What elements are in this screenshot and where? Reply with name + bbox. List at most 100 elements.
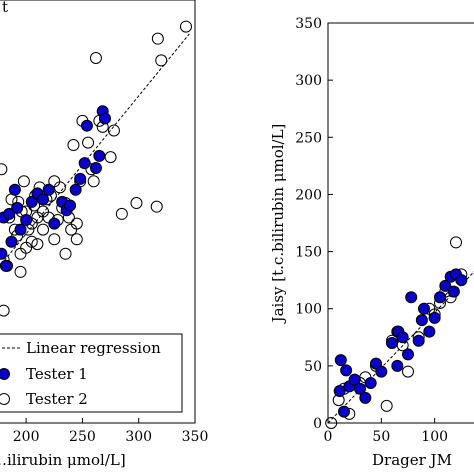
tester-1-point — [48, 217, 61, 230]
left-legend: Linear regression Tester 1 Tester 2 — [0, 333, 183, 413]
tester-2-point — [70, 217, 83, 230]
tester-1-point — [428, 311, 441, 324]
tester-1-point — [338, 405, 350, 418]
tester-1-point — [80, 119, 93, 132]
tester-1-point — [3, 207, 16, 220]
x-tick-label: 300 — [125, 429, 152, 445]
left-panel: t 200 250 300 350 …ilirubin μmol/L] Linear … — [0, 0, 208, 469]
y-tick-label: 150 — [295, 245, 322, 261]
right-marks — [325, 236, 474, 429]
right-panel: 0 50 100 0 50 100 150 200 250 300 350 Jaisy [t.c.b… — [269, 16, 474, 469]
legend-tester1-label: Tester 1 — [26, 365, 88, 383]
x-tick-label: 350 — [182, 429, 209, 445]
tester-1-point — [25, 195, 38, 208]
tester-2-point — [380, 399, 393, 412]
legend-tester2-label: Tester 2 — [26, 390, 88, 408]
tester-2-point — [115, 207, 128, 220]
y-tick-label: 50 — [304, 359, 322, 375]
x-tick-label: 200 — [13, 429, 40, 445]
legend-regression-label: Linear regression — [26, 339, 161, 357]
tester-1-point — [0, 259, 12, 272]
tester-2-point — [0, 163, 8, 176]
left-plot-frame — [0, 0, 196, 424]
tester-2-point — [31, 238, 44, 251]
tester-2-point — [17, 175, 30, 188]
tester-2-point — [402, 365, 414, 378]
x-tick-label: 100 — [421, 429, 448, 445]
tester-2-point — [450, 236, 462, 249]
tester-1-point — [386, 337, 398, 349]
y-tick-label: 200 — [295, 187, 322, 203]
tester-1-point — [64, 199, 77, 212]
tester-1-point — [93, 149, 106, 162]
tester-2-point — [70, 233, 83, 246]
tester-2-point — [104, 151, 117, 164]
tester-1-point — [11, 201, 24, 214]
tester-2-point — [53, 181, 66, 194]
tester-1-point — [396, 331, 409, 344]
tester-2-point — [87, 175, 100, 188]
tester-2-point — [151, 32, 164, 45]
tester-1-point — [354, 382, 366, 395]
tester-1-point — [415, 314, 428, 327]
legend-box — [0, 333, 183, 413]
legend-tester1-marker — [0, 368, 10, 380]
legend-tester2-marker — [0, 393, 10, 405]
tester-1-point — [359, 391, 372, 404]
right-x-axis-label: Drager JM — [372, 451, 452, 469]
left-marks — [0, 20, 192, 317]
tester-2-point — [82, 136, 95, 149]
tester-1-point — [405, 291, 418, 304]
tester-1-point — [412, 334, 425, 347]
tester-1-point — [334, 354, 347, 367]
tester-1-point — [455, 274, 468, 287]
tester-1-point — [333, 385, 346, 397]
tester-1-point — [402, 348, 414, 361]
tester-2-point — [155, 54, 168, 67]
tester-1-point — [98, 112, 111, 125]
tester-2-point — [89, 52, 102, 65]
tester-2-point — [37, 223, 50, 236]
left-x-axis-label: …ilirubin μmol/L] — [0, 451, 126, 469]
right-ticks: 0 50 100 0 50 100 150 200 250 300 350 — [295, 16, 448, 445]
tester-1-point — [364, 377, 377, 389]
tester-1-point — [0, 247, 8, 260]
tester-1-point — [74, 172, 87, 185]
tester-1-point — [69, 183, 82, 196]
tester-1-point — [447, 285, 460, 298]
tester-2-point — [48, 233, 61, 246]
right-plot-frame — [327, 22, 474, 424]
tester-2-point — [67, 139, 80, 152]
x-tick-label: 0 — [324, 429, 333, 445]
left-ticks: 200 250 300 350 — [13, 418, 209, 445]
tester-1-point — [423, 325, 436, 338]
y-tick-label: 100 — [295, 302, 322, 318]
tester-1-point — [348, 373, 361, 386]
tester-1-point — [89, 161, 102, 174]
tester-2-point — [130, 197, 143, 210]
tester-1-point — [42, 183, 55, 196]
tester-2-point — [25, 235, 38, 248]
tester-1-point — [439, 279, 452, 292]
tester-1-point — [14, 223, 27, 236]
tester-1-point — [8, 183, 21, 196]
tester-2-point — [59, 247, 72, 260]
tester-2-point — [107, 124, 120, 137]
tester-2-point — [325, 417, 338, 429]
tester-1-point — [434, 291, 446, 304]
y-tick-label: 0 — [313, 416, 322, 432]
tester-1-point — [418, 302, 430, 315]
y-tick-label: 250 — [295, 130, 322, 146]
tester-1-point — [375, 365, 388, 378]
tester-1-point — [20, 213, 33, 226]
tester-1-point — [391, 359, 404, 372]
x-tick-label: 250 — [69, 429, 96, 445]
tester-1-point — [5, 235, 18, 248]
right-y-axis-label: Jaisy [t.c.bilirubin μmol/L] — [269, 124, 287, 325]
tester-2-point — [179, 20, 192, 33]
y-tick-label: 300 — [295, 73, 322, 89]
tester-1-point — [340, 364, 353, 377]
y-tick-label: 350 — [295, 16, 322, 32]
tester-2-point — [150, 200, 163, 213]
